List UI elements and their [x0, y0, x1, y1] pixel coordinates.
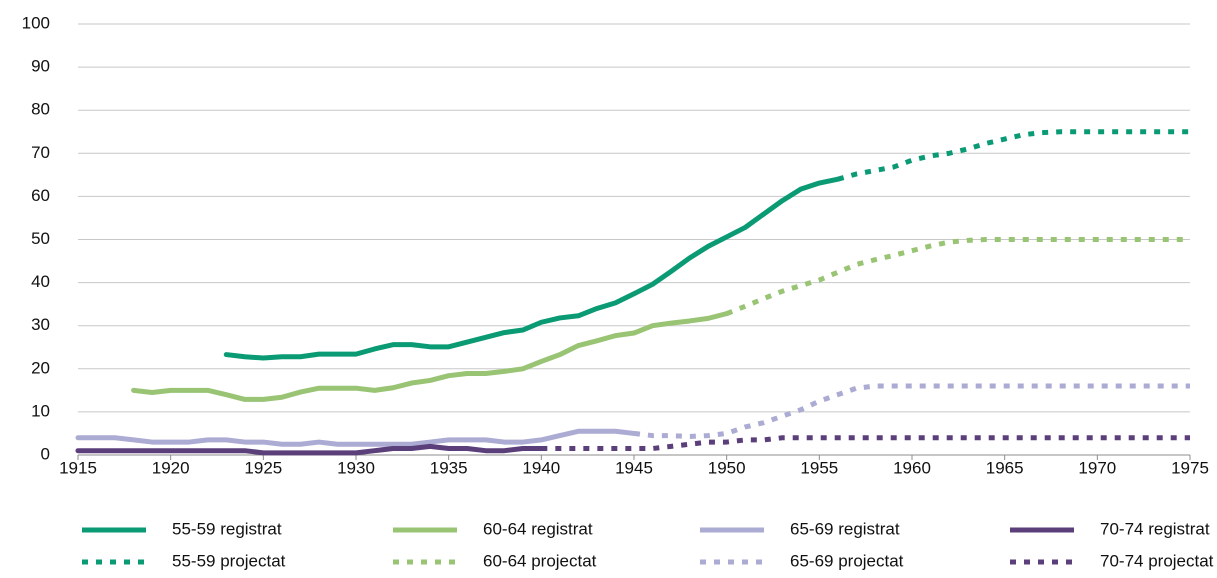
- y-tick-label: 0: [41, 444, 50, 463]
- legend-label: 65-69 registrat: [790, 519, 900, 538]
- x-tick-label: 1945: [615, 458, 653, 477]
- series-line: [75, 443, 544, 456]
- x-tick-label: 1930: [337, 458, 375, 477]
- legend-label: 55-59 projectat: [172, 551, 286, 570]
- y-tick-label: 80: [31, 100, 50, 119]
- y-tick-label: 50: [31, 229, 50, 248]
- series-line: [837, 129, 1190, 182]
- y-tick-label: 60: [31, 186, 50, 205]
- y-tick-label: 100: [22, 13, 50, 32]
- x-tick-label: 1975: [1171, 458, 1209, 477]
- x-tick-label: 1940: [522, 458, 560, 477]
- y-tick-label: 30: [31, 315, 50, 334]
- legend-label: 55-59 registrat: [172, 519, 282, 538]
- y-tick-label: 10: [31, 401, 50, 420]
- x-tick-label: 1970: [1078, 458, 1116, 477]
- x-tick-label: 1920: [152, 458, 190, 477]
- legend-label: 70-74 registrat: [1100, 519, 1210, 538]
- x-tick-label: 1965: [986, 458, 1024, 477]
- legend-label: 60-64 registrat: [483, 519, 593, 538]
- y-tick-label: 40: [31, 272, 50, 291]
- y-tick-label: 70: [31, 143, 50, 162]
- x-tick-label: 1935: [430, 458, 468, 477]
- series-line: [223, 176, 841, 361]
- series-line: [75, 428, 637, 447]
- x-tick-label: 1915: [59, 458, 97, 477]
- x-tick-label: 1960: [893, 458, 931, 477]
- y-tick-label: 90: [31, 57, 50, 76]
- legend-label: 60-64 projectat: [483, 551, 597, 570]
- x-tick-label: 1955: [800, 458, 838, 477]
- x-tick-label: 1925: [244, 458, 282, 477]
- series-line: [131, 311, 730, 402]
- series-line: [633, 383, 1190, 439]
- series-line: [725, 237, 1190, 316]
- legend-label: 65-69 projectat: [790, 551, 904, 570]
- legend-label: 70-74 projectat: [1100, 551, 1214, 570]
- series-line: [541, 435, 1190, 452]
- x-tick-label: 1950: [708, 458, 746, 477]
- y-tick-label: 20: [31, 358, 50, 377]
